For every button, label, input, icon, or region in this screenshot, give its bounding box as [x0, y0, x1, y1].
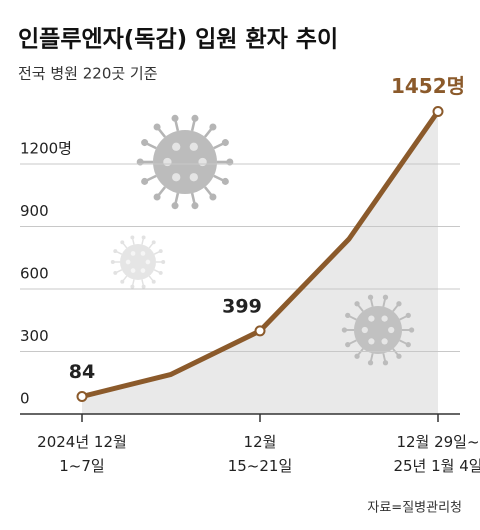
virus-tip [161, 260, 166, 264]
virus-tip [171, 202, 179, 210]
y-tick-label: 1200명 [20, 140, 72, 158]
virus-tip [110, 260, 115, 264]
data-label: 84 [69, 361, 95, 383]
virus-dot [361, 326, 368, 334]
virus-dot [381, 315, 388, 322]
y-tick-label: 0 [20, 390, 30, 408]
virus-tip [382, 294, 389, 300]
virus-dot [198, 157, 207, 167]
virus-dot [145, 259, 151, 265]
virus-dot [130, 268, 136, 273]
virus-tip [405, 312, 411, 319]
point-marker [76, 391, 88, 402]
virus-dot [163, 157, 172, 167]
virus-body [120, 244, 156, 280]
virus-icon [110, 235, 166, 289]
virus-body [354, 306, 402, 354]
virus-tip [141, 284, 146, 289]
virus-dot [381, 338, 388, 345]
virus-tip [153, 123, 161, 131]
virus-tip [396, 353, 402, 359]
virus-tip [209, 193, 217, 201]
x-tick-label: 12월 29일~ 25년 1월 4일 [393, 433, 480, 475]
virus-tip [141, 139, 149, 147]
area [82, 111, 438, 414]
virus-tip [113, 249, 118, 254]
virus-tip [367, 294, 374, 300]
virus-tip [141, 177, 149, 185]
virus-tip [221, 139, 229, 147]
virus-dot [125, 259, 131, 265]
virus-dot [172, 142, 181, 151]
y-tick-label: 300 [20, 327, 49, 345]
y-tick-label: 600 [20, 265, 49, 283]
x-tick-label: 2024년 12월 1~7일 [37, 433, 127, 475]
virus-tip [158, 249, 163, 254]
data-label: 399 [222, 295, 262, 317]
virus-dot [368, 338, 375, 345]
virus-tip [209, 123, 217, 131]
virus-dot [368, 315, 375, 322]
virus-body [153, 130, 217, 194]
virus-dot [189, 142, 198, 151]
virus-tip [221, 177, 229, 185]
virus-tip [367, 360, 374, 366]
virus-tip [405, 341, 411, 348]
virus-tip [141, 235, 146, 240]
virus-dot [140, 251, 146, 256]
virus-tip [396, 301, 402, 307]
source: 자료=질병관리청 [367, 501, 462, 516]
chart-title: 인플루엔자(독감) 입원 환자 추이 [18, 27, 338, 53]
virus-tip [354, 353, 360, 359]
virus-tip [130, 235, 135, 240]
virus-tip [345, 312, 351, 319]
virus-icon [136, 114, 234, 210]
virus-tip [354, 301, 360, 307]
virus-tip [408, 327, 415, 333]
point-marker [254, 325, 266, 337]
x-tick-label: 12월 15~21일 [227, 433, 293, 475]
virus-tip [113, 270, 118, 275]
virus-tip [153, 193, 161, 201]
virus-tip [120, 240, 125, 245]
virus-dot [189, 173, 198, 182]
virus-tip [130, 284, 135, 289]
y-tick-label: 900 [20, 202, 49, 220]
virus-icon [341, 294, 415, 366]
virus-dot [172, 173, 181, 182]
virus-tip [382, 360, 389, 366]
virus-tip [151, 279, 156, 284]
data-label: 1452명 [391, 74, 465, 98]
virus-tip [341, 327, 348, 333]
virus-tip [158, 270, 163, 275]
virus-dot [130, 251, 136, 256]
virus-tip [345, 341, 351, 348]
chart-subtitle: 전국 병원 220곳 기준 [18, 65, 158, 83]
virus-tip [151, 240, 156, 245]
virus-dot [140, 268, 146, 273]
virus-tip [120, 279, 125, 284]
virus-tip [171, 114, 179, 122]
virus-tip [191, 114, 199, 122]
point-marker [432, 106, 444, 117]
virus-dot [388, 326, 395, 334]
virus-tip [191, 202, 199, 210]
